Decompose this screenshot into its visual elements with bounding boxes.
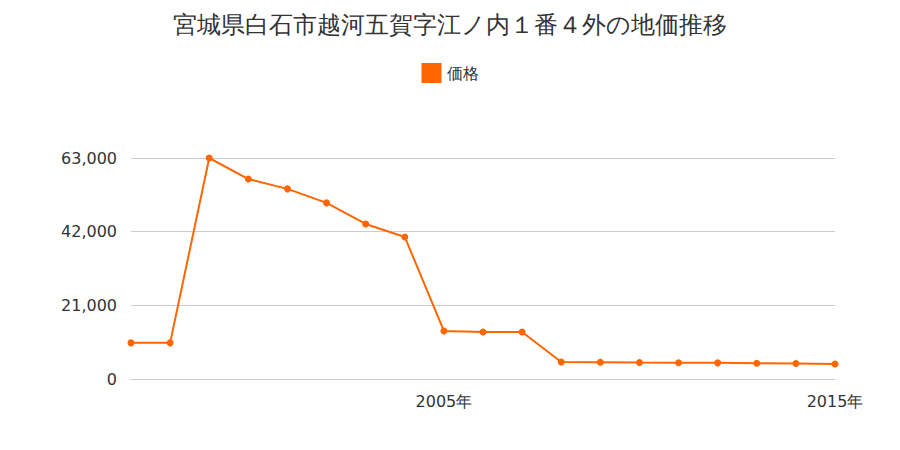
svg-text:63,000: 63,000	[61, 149, 117, 168]
svg-text:0: 0	[107, 370, 117, 389]
svg-text:21,000: 21,000	[61, 296, 117, 315]
svg-text:価格: 価格	[447, 64, 479, 83]
svg-text:宮城県白石市越河五賀字江ノ内１番４外の地価推移: 宮城県白石市越河五賀字江ノ内１番４外の地価推移	[173, 11, 727, 39]
svg-text:42,000: 42,000	[61, 222, 117, 241]
svg-text:2005年: 2005年	[416, 392, 473, 411]
svg-text:2015年: 2015年	[807, 392, 864, 411]
